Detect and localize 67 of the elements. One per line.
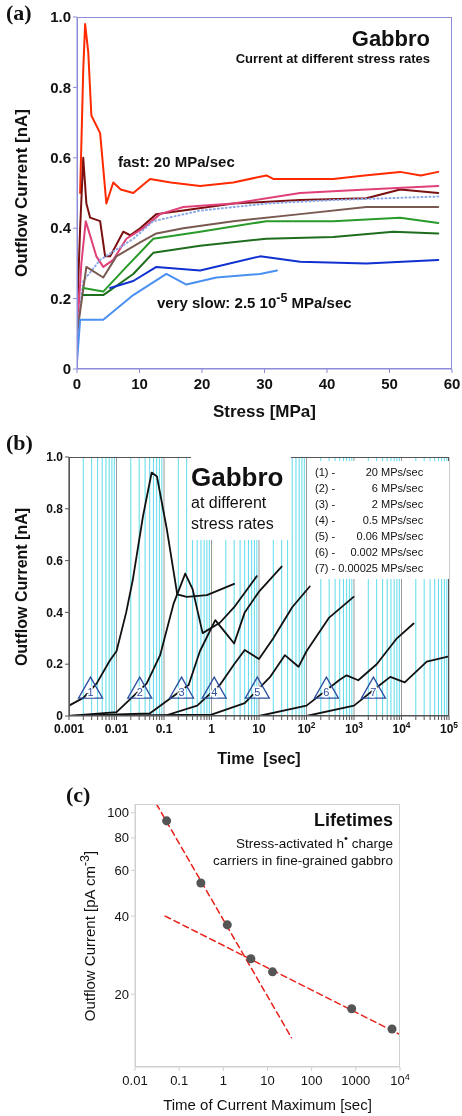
- text: at different stress rates: [191, 492, 275, 534]
- x-axis-title: Stress [MPa]: [213, 402, 316, 422]
- x-tick-label: 0.1: [170, 1072, 189, 1088]
- x-tick-label: 20: [193, 374, 211, 392]
- y-tick-label: 60: [114, 862, 129, 878]
- y-tick-label: 0.4: [46, 605, 64, 620]
- x-tick-label: 0.01: [104, 721, 129, 736]
- chart-title: Gabbro: [350, 26, 430, 52]
- y-tick-label: 0.6: [50, 149, 71, 167]
- series-label: 7: [370, 686, 377, 699]
- x-tick-label: 10$^{4}$: [390, 1071, 410, 1088]
- x-tick-label: 10$^{2}$: [297, 719, 316, 736]
- x-tick-label: 100: [300, 1072, 323, 1088]
- x-axis-title: Time of Current Maximum [sec]: [163, 1096, 372, 1113]
- y-tick-label: 1.0: [46, 450, 64, 465]
- x-tick-label: 30: [256, 374, 273, 392]
- x-tick-label: 1000: [341, 1072, 371, 1088]
- y-axis-title: Outflow Current [nA]: [12, 108, 32, 278]
- x-tick-label: 1: [208, 721, 216, 736]
- x-tick-label: 10: [252, 721, 266, 736]
- annotation: (3) - 2 MPs/sec: [315, 497, 425, 512]
- text: (a): [6, 0, 32, 26]
- x-tick-label: 10$^{5}$: [439, 719, 459, 736]
- series-label: 5: [254, 686, 261, 699]
- x-tick-label: 60: [443, 374, 461, 392]
- y-tick-label: 1.0: [50, 8, 71, 26]
- annotation: (1) - 20 MPs/sec: [315, 465, 425, 480]
- y-tick-label: 0.8: [50, 78, 71, 96]
- y-tick-label: 0.4: [50, 219, 72, 237]
- chart-title: Gabbro: [191, 462, 285, 493]
- series-label: 3: [178, 686, 185, 699]
- x-tick-label: 0.1: [155, 721, 173, 736]
- annotation: fast: 20 MPa/sec: [118, 153, 235, 170]
- annotation: very slow: 2.5 10$^{-5}$ MPa/sec: [157, 291, 352, 311]
- text: (b): [6, 430, 33, 456]
- x-tick-label: 10: [260, 1072, 275, 1088]
- y-tick-label: 0: [62, 360, 71, 378]
- y-tick-label: 0: [56, 709, 64, 724]
- chart-title: Lifetimes: [312, 810, 393, 831]
- y-tick-label: 0.8: [46, 502, 64, 516]
- text: Stress-activated h$^{•}$ charge carriers in fine-grained gabbro: [211, 830, 393, 870]
- annotation: (7) - 0.00025 MPs/sec: [315, 561, 425, 576]
- y-tick-label: 0.2: [46, 657, 64, 672]
- y-tick-label: 40: [114, 908, 129, 924]
- text: (c): [66, 782, 91, 808]
- annotation: (2) - 6 MPs/sec: [315, 481, 425, 496]
- y-tick-label: 80: [114, 830, 129, 846]
- x-tick-label: 40: [318, 374, 336, 392]
- y-axis-title: Outflow Current [nA]: [13, 507, 31, 666]
- series-label: 1: [87, 686, 94, 699]
- x-tick-label: 10: [131, 374, 148, 392]
- text: Current at different stress rates: [234, 51, 430, 69]
- x-tick-label: 50: [381, 374, 398, 392]
- y-tick-label: 0.6: [46, 553, 64, 568]
- y-tick-label: 0.2: [50, 289, 71, 307]
- series-label: 6: [323, 686, 330, 699]
- x-axis-title: Time [sec]: [217, 750, 301, 768]
- annotation: (6) - 0.002 MPs/sec: [315, 545, 425, 560]
- y-tick-label: 100: [107, 805, 129, 821]
- x-tick-label: 10$^{4}$: [392, 719, 411, 736]
- annotation: (5) - 0.06 MPs/sec: [315, 529, 425, 544]
- x-tick-label: 0.001: [53, 721, 85, 736]
- x-tick-label: 10$^{3}$: [344, 719, 364, 736]
- x-tick-label: 0.01: [122, 1072, 148, 1088]
- y-tick-label: 20: [114, 986, 129, 1002]
- annotation: (4) - 0.5 MPs/sec: [315, 513, 425, 528]
- x-tick-label: 1: [219, 1072, 227, 1088]
